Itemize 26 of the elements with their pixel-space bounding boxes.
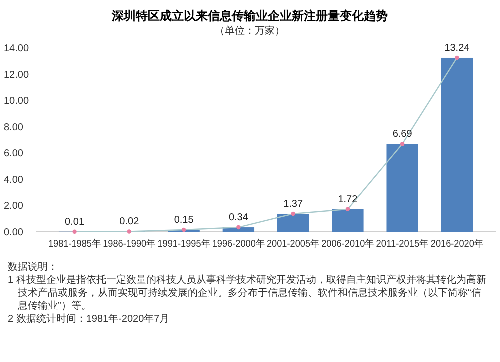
y-tick-label: 8.00 (4, 122, 24, 134)
y-tick-label: 12.00 (4, 70, 30, 81)
y-tick-label: 2.00 (4, 201, 24, 212)
data-label: 6.69 (392, 129, 413, 140)
bar (332, 209, 364, 232)
y-tick-label: 6.00 (4, 148, 24, 160)
text: 数据说明： (8, 261, 58, 273)
y-tick-label: 0.00 (4, 228, 24, 238)
data-label: 1.72 (338, 194, 358, 206)
bar (277, 214, 310, 232)
chart-title: 深圳特区成立以来信息传输业企业新注册量变化趋势 (111, 9, 388, 23)
data-label: 0.02 (120, 216, 140, 228)
bar (386, 144, 418, 232)
data-label: 0.15 (174, 215, 194, 226)
text: 1 科技型企业是指依托一定数量的科技人员从事科学技术研究开发活动，取得自主知识产权并将其转化为高新技术产品或服务，从而实现可持续发展的企业。多分布于信息传输、软件和信息技术服务业（以下简称“信息传输业”）等。 (8, 274, 486, 312)
y-tick-label: 14.00 (4, 44, 30, 54)
y-tick-label: 10.00 (4, 96, 30, 108)
bar (441, 58, 474, 232)
data-label: 0.01 (65, 216, 85, 228)
data-label: 1.37 (284, 198, 304, 210)
chart-subtitle: （单位：万家） (215, 25, 285, 37)
text: 2 数据统计时间：1981年-2020年7月 (8, 313, 170, 325)
y-tick-label: 4.00 (4, 174, 24, 186)
data-label: 13.24 (444, 42, 470, 54)
data-label: 0.34 (228, 212, 249, 224)
x-tick-label: 2016-2020年 (430, 238, 489, 250)
